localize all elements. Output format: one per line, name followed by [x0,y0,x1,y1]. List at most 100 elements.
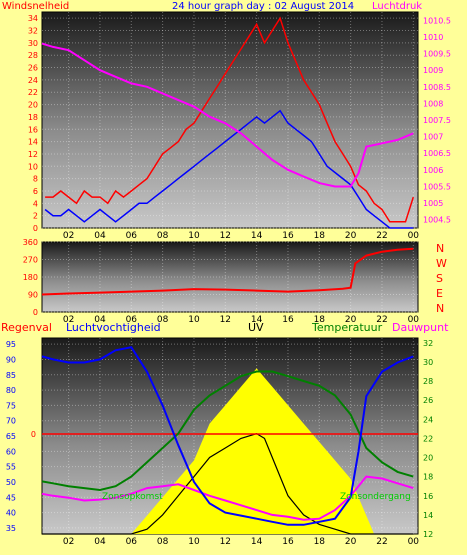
x-tick-label: 04 [94,231,106,241]
wind-y-tick-label: 0 [33,224,38,233]
temperature-y-tick-label: 26 [423,396,433,405]
x-tick-label: 20 [345,231,357,241]
x-tick-label: 08 [157,315,169,325]
wind-average-line [44,109,414,229]
wind-y-tick-label: 2 [33,212,38,221]
x-tick-label: 06 [126,537,138,547]
wind-y-tick-label: 12 [28,150,38,159]
x-tick-label: 20 [345,537,357,547]
x-tick-label: 22 [376,231,387,241]
wind-y-tick-label: 28 [28,51,38,60]
wind-y-tick-label: 16 [28,125,38,134]
wind-y-tick-label: 24 [28,76,38,85]
wind-y-tick-label: 18 [28,113,38,122]
pressure-axis-label: Luchtdruk [372,1,423,12]
temperature-line [41,370,414,492]
x-tick-label: 14 [251,315,263,325]
compass-label: N [436,242,444,255]
humidity-line [41,346,414,526]
humidity-y-tick-label: 40 [6,509,16,518]
x-tick-label: 02 [63,231,74,241]
x-tick-label: 02 [63,537,74,547]
compass-label: W [436,257,447,270]
humidity-y-tick-label: 35 [6,524,16,533]
wind-direction-line [41,247,414,296]
x-tick-label: 04 [94,537,106,547]
humidity-y-tick-label: 65 [6,432,16,441]
x-tick-label: 16 [282,537,294,547]
pressure-y-tick-label: 1006.5 [423,149,451,158]
x-tick-label: 20 [345,315,357,325]
wind-y-tick-label: 10 [28,162,38,171]
humidity-y-tick-label: 95 [6,340,16,349]
compass-label: S [436,272,443,285]
x-tick-label: 16 [282,315,294,325]
x-tick-label: 10 [188,315,200,325]
pressure-y-tick-label: 1007 [423,133,443,142]
pressure-y-tick-label: 1005 [423,199,443,208]
x-tick-label: 10 [188,537,200,547]
temperature-y-tick-label: 24 [423,415,433,424]
wind-y-tick-label: 22 [28,88,38,97]
pressure-y-tick-label: 1007.5 [423,116,451,125]
temperature-y-tick-label: 30 [423,358,433,367]
humidity-y-tick-label: 60 [6,447,16,456]
humidity-y-tick-label: 50 [6,478,16,487]
wind-y-tick-label: 6 [33,187,38,196]
wind-y-tick-label: 8 [33,175,38,184]
uv-area [131,368,375,534]
x-tick-label: 12 [220,231,231,241]
chart-title: 24 hour graph day : 02 August 2014 [172,1,355,12]
x-tick-label: 06 [126,315,138,325]
x-tick-label: 18 [314,537,326,547]
x-tick-label: 00 [408,537,420,547]
x-tick-label: 04 [94,315,106,325]
pressure-line [41,42,414,188]
x-tick-label: 14 [251,537,263,547]
x-tick-label: 08 [157,537,169,547]
direction-y-tick-label: 360 [23,238,38,247]
humidity-y-tick-label: 80 [6,386,16,395]
wind-y-tick-label: 34 [28,14,38,23]
temperature-y-tick-label: 20 [423,454,433,463]
pressure-y-tick-label: 1006 [423,166,443,175]
wind-speed-axis-label: Windsnelheid [2,1,70,12]
x-tick-label: 08 [157,231,169,241]
direction-panel-background [41,241,419,313]
x-tick-label: 22 [376,537,387,547]
temperature-y-tick-label: 32 [423,339,433,348]
x-tick-label: 00 [408,231,420,241]
humidity-axis-label: Luchtvochtigheid [66,321,161,334]
dewpoint-axis-label: Dauwpunt [392,321,449,334]
x-tick-label: 14 [251,231,263,241]
sunset-annotation: Zonsondergang [340,492,411,502]
wind-y-tick-label: 30 [28,39,38,48]
humidity-y-tick-label: 75 [6,401,16,410]
wind-y-tick-label: 20 [28,101,38,110]
temperature-y-tick-label: 14 [423,511,433,520]
direction-y-tick-label: 270 [23,256,38,265]
wind-panel-background [41,11,419,229]
temperature-y-tick-label: 12 [423,530,433,539]
x-tick-label: 18 [314,315,326,325]
rain-y-tick-label: 0 [31,430,36,439]
humidity-y-tick-label: 55 [6,463,16,472]
uv-axis-label: UV [248,321,264,334]
pressure-y-tick-label: 1008 [423,99,443,108]
compass-label: N [436,302,444,315]
pressure-y-tick-label: 1010 [423,33,443,42]
wind-y-tick-label: 4 [33,199,38,208]
humidity-y-tick-label: 85 [6,371,16,380]
temperature-axis-label: Temperatuur [312,321,383,334]
humidity-y-tick-label: 45 [6,493,16,502]
pressure-y-tick-label: 1005.5 [423,182,451,191]
temperature-y-tick-label: 18 [423,473,433,482]
humidity-y-tick-label: 90 [6,355,16,364]
humidity-y-tick-label: 70 [6,417,16,426]
pressure-y-tick-label: 1009.5 [423,50,451,59]
x-tick-label: 16 [282,231,294,241]
direction-y-tick-label: 0 [33,308,38,317]
pressure-y-tick-label: 1010.5 [423,16,451,25]
wind-gust-line [45,16,415,223]
